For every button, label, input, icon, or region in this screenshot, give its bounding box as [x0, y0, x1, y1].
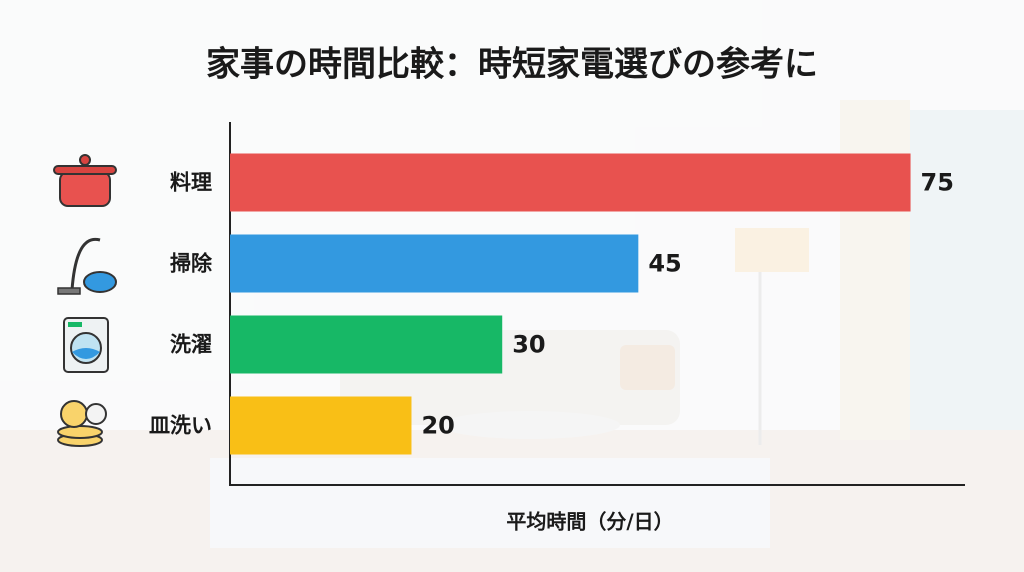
- bar: [230, 315, 503, 374]
- value-label: 45: [648, 250, 681, 278]
- y-tick-label: 皿洗い: [149, 414, 212, 438]
- bar: [230, 234, 639, 293]
- y-tick-label: 掃除: [170, 252, 213, 276]
- bar: [230, 396, 412, 455]
- value-label: 75: [921, 169, 954, 197]
- value-label: 20: [421, 412, 454, 440]
- y-tick-label: 料理: [170, 171, 212, 195]
- bar: [230, 153, 911, 212]
- chart-title: 家事の時間比較：時短家電選びの参考に: [206, 45, 818, 85]
- icon-washer: [63, 317, 109, 373]
- icon-vacuum: [57, 237, 117, 295]
- x-axis-label: 平均時間（分/日）: [506, 510, 673, 534]
- value-label: 30: [512, 331, 545, 359]
- y-tick-label: 洗濯: [170, 333, 212, 357]
- icon-dishes: [57, 400, 107, 447]
- icon-pot: [53, 154, 117, 207]
